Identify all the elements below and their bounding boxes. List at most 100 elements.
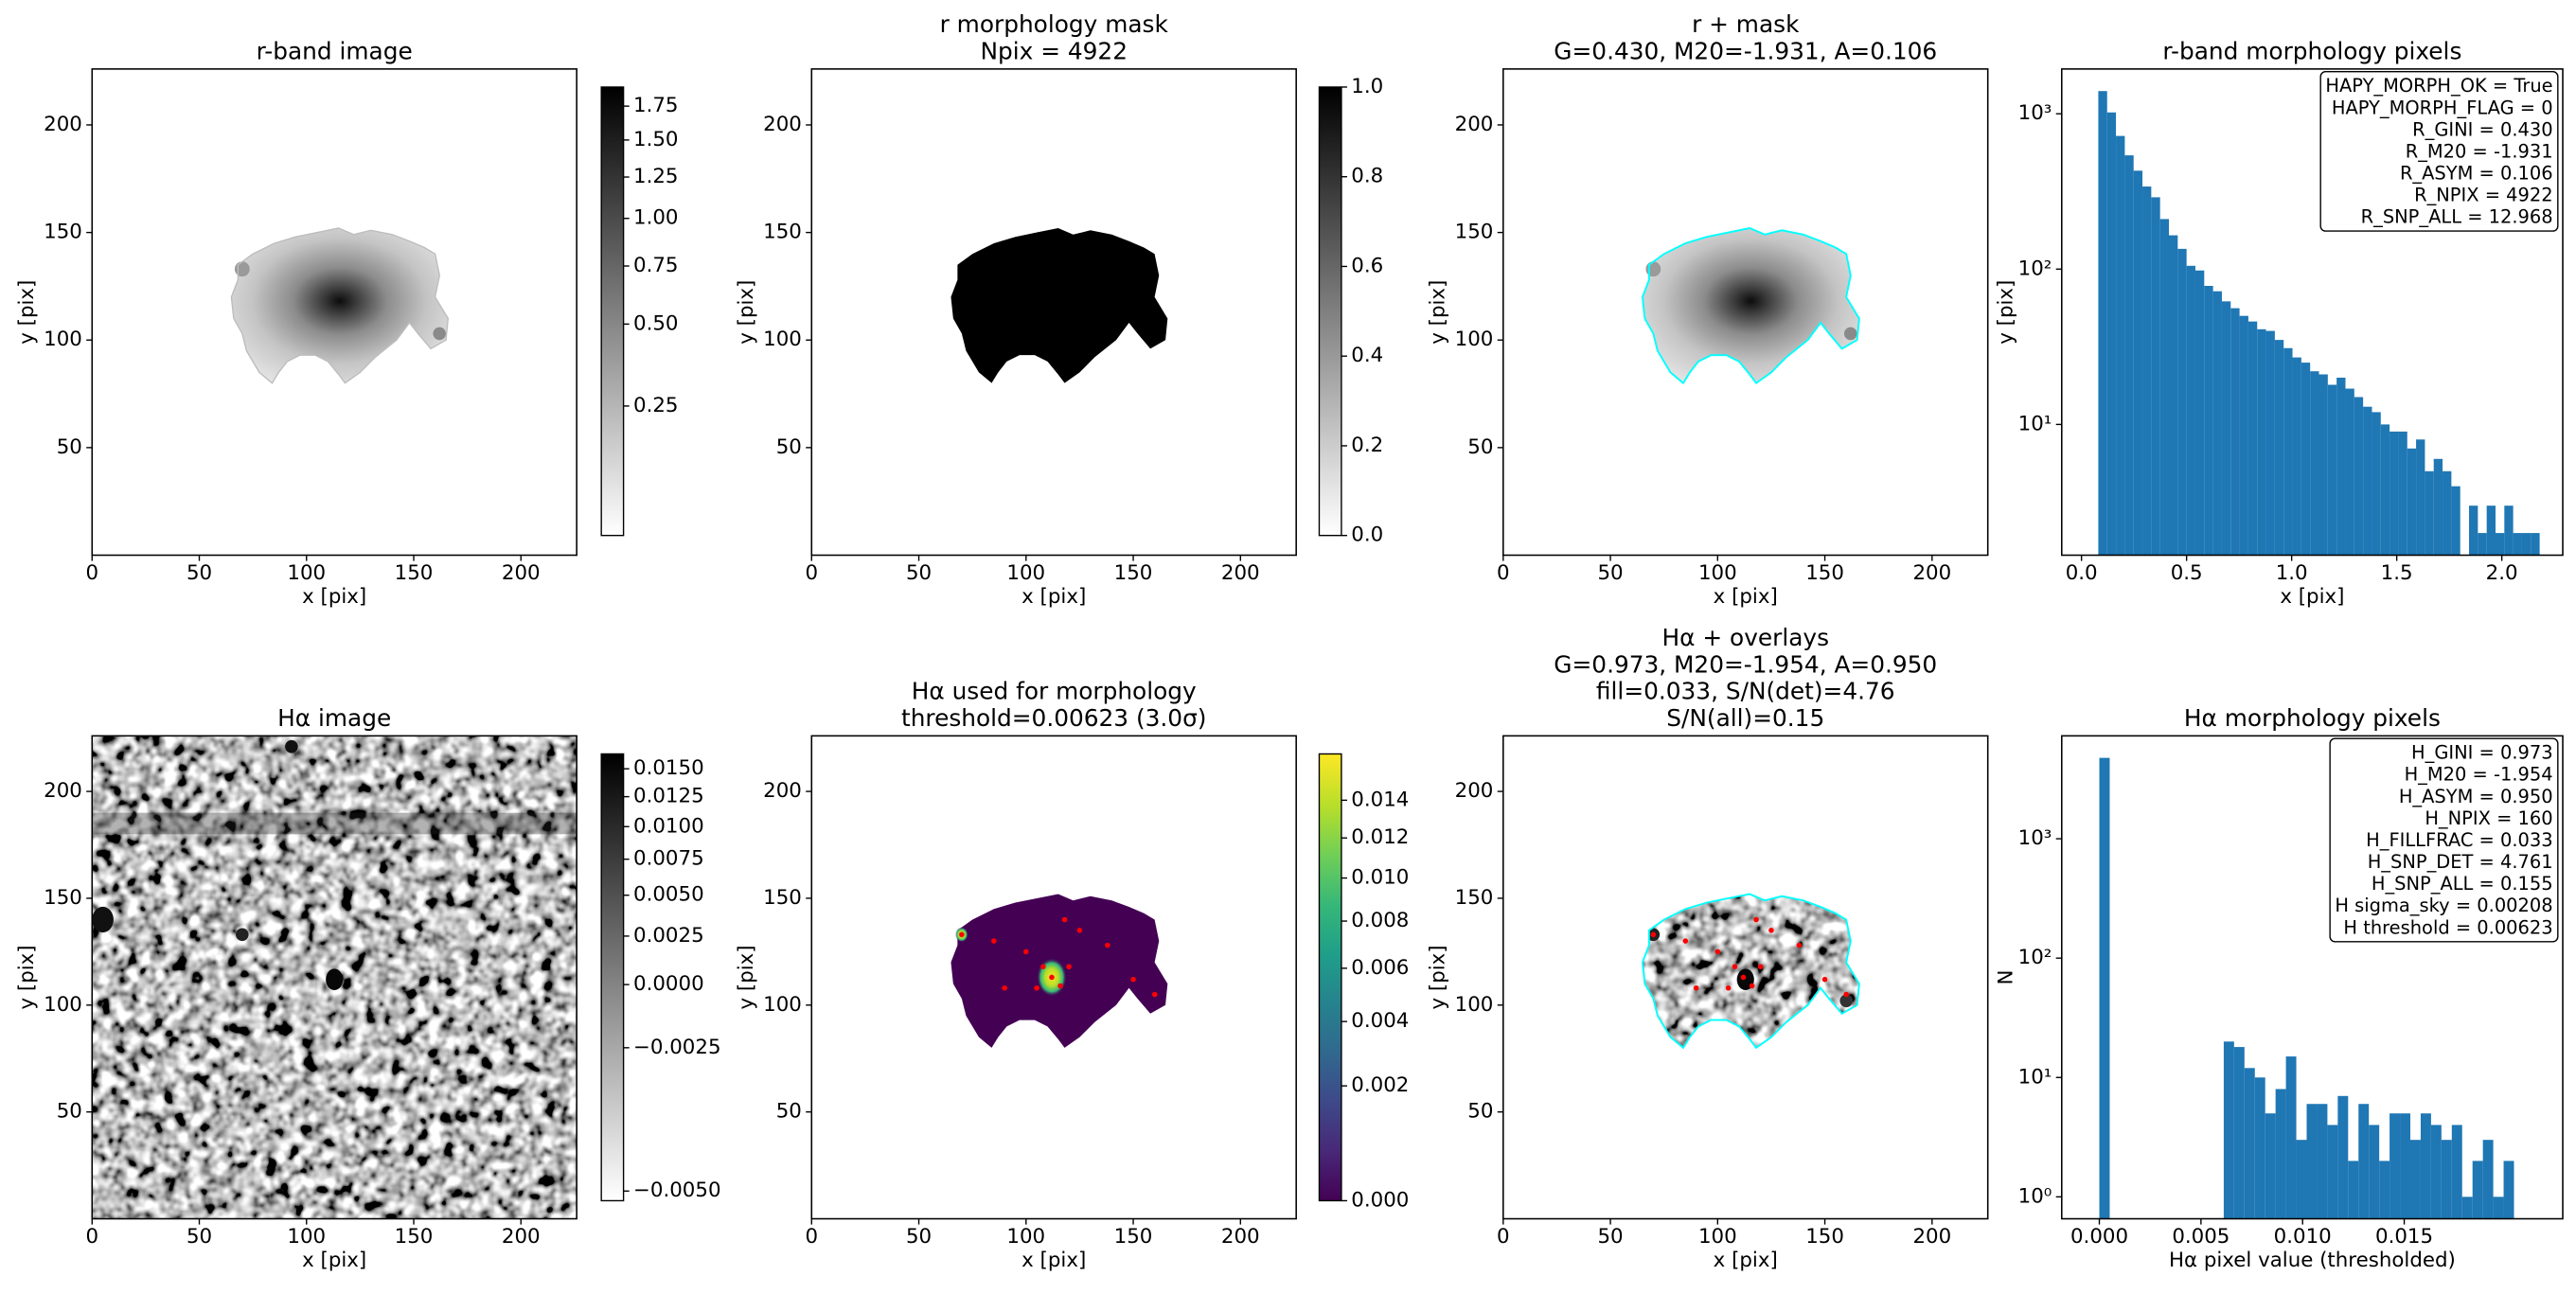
histogram-bar — [2142, 186, 2152, 556]
annotation-line: H_SNP_ALL = 0.155 — [2372, 873, 2553, 895]
y-tick-label: 200 — [44, 779, 82, 803]
y-tick-label: 150 — [44, 886, 82, 910]
x-axis-label: x [pix] — [302, 585, 366, 609]
histogram-bar — [2389, 1113, 2401, 1219]
histogram-bar — [2274, 340, 2284, 556]
annotation-line: H_GINI = 0.973 — [2411, 742, 2553, 764]
x-tick-label: 0 — [85, 1225, 98, 1249]
x-tick-label: 150 — [1805, 561, 1844, 585]
detection-marker — [1049, 974, 1055, 981]
colorbar-tick-label: 0.8 — [1351, 165, 1383, 188]
y-tick-label: 200 — [1455, 779, 1494, 803]
axes-frame — [810, 68, 1297, 557]
panel: 0.0 0.5 1.0 1.5 2.0 10¹ 10² 10³ x [pix] y [pix] r-… — [1995, 37, 2564, 609]
x-tick-label: 150 — [1114, 1225, 1153, 1249]
colorbar-tick-label: 1.75 — [633, 94, 679, 117]
detection-marker — [1130, 976, 1136, 983]
x-tick-label: 50 — [1597, 561, 1623, 585]
x-axis-label: x [pix] — [2280, 585, 2344, 609]
annotation-line: HAPY_MORPH_OK = True — [2325, 75, 2552, 97]
histogram-bar — [2306, 1104, 2318, 1219]
detection-marker — [1693, 984, 1699, 991]
histogram-bar — [2233, 1047, 2245, 1219]
galaxy-edge — [230, 227, 449, 384]
panel-title: r-band image — [257, 37, 413, 64]
histogram-bar — [2354, 397, 2364, 556]
histogram-bar — [2221, 301, 2231, 556]
histogram-bar — [2301, 363, 2311, 556]
histogram-bar — [2169, 235, 2178, 556]
annotation-line: H_FILLFRAC = 0.033 — [2366, 829, 2552, 851]
histogram-bar — [2098, 91, 2107, 556]
y-axis-label: N — [1995, 969, 2018, 984]
histogram-bar — [2513, 533, 2522, 556]
histogram-bar — [2472, 1161, 2483, 1219]
x-tick-label: 0 — [805, 561, 818, 585]
x-tick-label: 150 — [1805, 1225, 1844, 1249]
colorbar-tick-label: 0.0100 — [633, 814, 704, 838]
y-tick-label: 10² — [2018, 257, 2052, 280]
detection-marker — [1105, 942, 1110, 948]
histogram-bar — [2336, 377, 2346, 556]
x-tick-label: 0 — [805, 1225, 818, 1249]
x-axis-label: Hα pixel value (thresholded) — [2169, 1249, 2456, 1272]
histogram-bar — [2443, 470, 2452, 556]
histogram-bar — [2186, 265, 2195, 556]
annotation-line: R_NPIX = 4922 — [2414, 185, 2553, 206]
panel: 0.25 0.50 0.75 1.00 1.25 1.50 1.75 0 50 100 150 200… — [15, 37, 679, 608]
colorbar-tick-label: 0.25 — [633, 394, 679, 417]
dark-source — [326, 968, 344, 991]
y-tick-label: 10³ — [2018, 101, 2052, 125]
detection-marker — [1740, 974, 1747, 981]
x-tick-label: 150 — [1114, 561, 1153, 585]
colorbar-tick-label: 0.004 — [1351, 1009, 1409, 1033]
histogram-bar — [2194, 270, 2205, 556]
histogram-bar — [2151, 197, 2160, 556]
histogram-bar — [2275, 1089, 2286, 1219]
y-tick-label: 50 — [1467, 435, 1493, 459]
histogram-bar — [2420, 1113, 2431, 1219]
x-tick-label: 0.000 — [2070, 1225, 2128, 1249]
histogram-bar — [2106, 112, 2117, 556]
colorbar-tick-label: 0.008 — [1351, 909, 1409, 932]
y-tick-label: 150 — [44, 221, 82, 244]
x-tick-label: 0.010 — [2274, 1225, 2332, 1249]
detection-marker — [1034, 984, 1039, 991]
y-axis-label: y [pix] — [1426, 280, 1449, 345]
y-tick-label: 50 — [57, 435, 82, 459]
plot-area — [2099, 757, 2514, 1219]
y-tick-label: 200 — [763, 779, 802, 803]
axes-frame — [91, 68, 577, 557]
x-axis-label: x [pix] — [1714, 1249, 1778, 1272]
histogram-bar — [2285, 1056, 2297, 1219]
detection-marker — [1151, 991, 1158, 998]
y-axis-label: y [pix] — [1426, 945, 1449, 1009]
detection-marker — [1768, 928, 1774, 933]
panel-title: Npix = 4922 — [980, 37, 1128, 64]
x-axis-label: x [pix] — [1022, 585, 1086, 609]
colorbar-tick-label: 0.0 — [1351, 523, 1383, 547]
galaxy-image — [1642, 228, 1859, 383]
x-tick-label: 0 — [1497, 561, 1510, 585]
y-tick-label: 50 — [1467, 1100, 1493, 1124]
colorbar-tick-label: 0.0025 — [633, 924, 704, 948]
plot-area — [950, 894, 1168, 1048]
x-tick-label: 50 — [187, 561, 212, 585]
x-tick-label: 50 — [906, 561, 932, 585]
histogram-bar — [2461, 1197, 2473, 1219]
y-tick-label: 200 — [763, 113, 802, 136]
histogram-bar — [2451, 1125, 2462, 1219]
detection-marker — [1796, 942, 1803, 948]
histogram-bar — [2327, 384, 2337, 556]
histogram-bar — [2283, 347, 2293, 556]
histogram-bar — [2099, 757, 2110, 1219]
detection-marker — [1023, 948, 1029, 955]
histogram-bar — [2398, 431, 2407, 556]
detection-marker — [1002, 984, 1007, 991]
galaxy-image — [231, 228, 449, 383]
detection-marker — [1714, 948, 1721, 955]
x-tick-label: 50 — [906, 1225, 932, 1249]
x-tick-label: 100 — [1698, 1225, 1737, 1249]
axes-frame — [810, 735, 1297, 1220]
